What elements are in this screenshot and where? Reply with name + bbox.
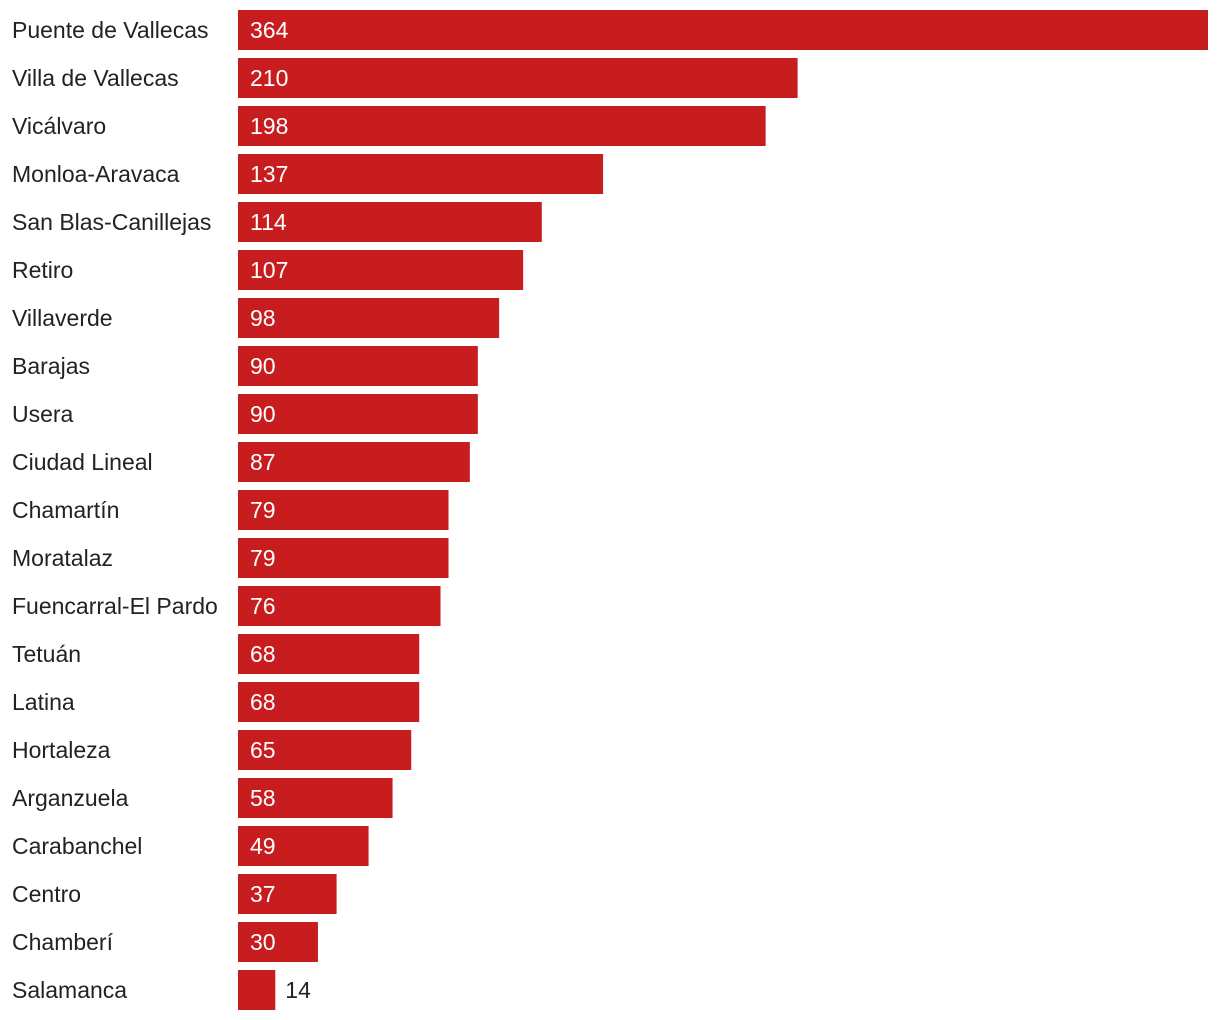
category-label: Hortaleza xyxy=(12,737,111,763)
category-label: Villa de Vallecas xyxy=(12,65,179,91)
bar xyxy=(238,154,604,194)
category-label: Fuencarral-El Pardo xyxy=(12,593,218,619)
value-label: 210 xyxy=(250,65,288,91)
bar xyxy=(238,778,393,818)
category-label: Salamanca xyxy=(12,977,127,1003)
bar xyxy=(238,874,337,914)
bars-layer: Puente de Vallecas 364 Villa de Vallecas 21… xyxy=(12,10,1208,1010)
category-label: Chamartín xyxy=(12,497,119,523)
category-label: Vicálvaro xyxy=(12,113,106,139)
bar xyxy=(238,730,412,770)
value-label: 30 xyxy=(250,929,276,955)
bar xyxy=(238,58,798,98)
bar xyxy=(238,490,449,530)
bar xyxy=(238,202,542,242)
bar xyxy=(238,346,478,386)
value-label: 90 xyxy=(250,353,276,379)
category-label: Centro xyxy=(12,881,81,907)
category-label: Monloa-Aravaca xyxy=(12,161,180,187)
value-label: 76 xyxy=(250,593,276,619)
value-label: 198 xyxy=(250,113,288,139)
bar xyxy=(238,10,1208,50)
bar xyxy=(238,250,524,290)
category-label: Latina xyxy=(12,689,75,715)
value-label: 87 xyxy=(250,449,276,475)
bar xyxy=(238,970,276,1010)
bar xyxy=(238,682,420,722)
value-label: 90 xyxy=(250,401,276,427)
category-label: Usera xyxy=(12,401,74,427)
category-label: Puente de Vallecas xyxy=(12,17,209,43)
value-label: 68 xyxy=(250,641,276,667)
value-label: 107 xyxy=(250,257,288,283)
value-label: 49 xyxy=(250,833,276,859)
category-label: Carabanchel xyxy=(12,833,142,859)
category-label: Villaverde xyxy=(12,305,113,331)
value-label: 37 xyxy=(250,881,276,907)
category-label: Barajas xyxy=(12,353,90,379)
category-label: Moratalaz xyxy=(12,545,113,571)
value-label: 364 xyxy=(250,17,289,43)
value-label: 114 xyxy=(250,209,287,235)
category-label: Retiro xyxy=(12,257,73,283)
value-label: 65 xyxy=(250,737,276,763)
category-label: Tetuán xyxy=(12,641,81,667)
value-label: 137 xyxy=(250,161,288,187)
bar xyxy=(238,634,420,674)
category-label: Arganzuela xyxy=(12,785,129,811)
value-label: 79 xyxy=(250,545,276,571)
value-label: 98 xyxy=(250,305,276,331)
bar xyxy=(238,586,441,626)
value-label: 58 xyxy=(250,785,276,811)
value-label: 14 xyxy=(285,977,311,1003)
category-label: Chamberí xyxy=(12,929,114,955)
bar xyxy=(238,106,766,146)
category-label: San Blas-Canillejas xyxy=(12,209,211,235)
bar xyxy=(238,538,449,578)
bar xyxy=(238,442,470,482)
bar xyxy=(238,826,369,866)
value-label: 68 xyxy=(250,689,276,715)
category-label: Ciudad Lineal xyxy=(12,449,153,475)
value-label: 79 xyxy=(250,497,276,523)
bar xyxy=(238,394,478,434)
bar xyxy=(238,298,500,338)
bar xyxy=(238,922,318,962)
